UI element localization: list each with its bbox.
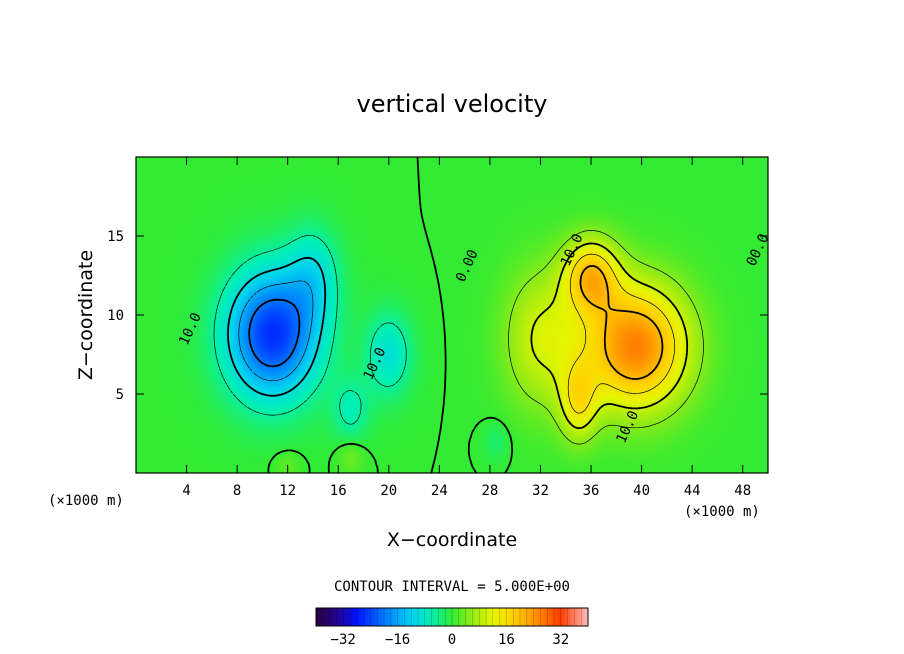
x-tick-label: 28: [481, 483, 498, 499]
colorbar: −32 −16 0 16 32: [315, 607, 589, 648]
x-tick-label: 20: [380, 483, 397, 499]
y-tick-label: 15: [107, 229, 124, 245]
colorbar-gradient: [315, 607, 589, 627]
contour-interval-label: CONTOUR INTERVAL = 5.000E+00: [334, 579, 570, 595]
colorbar-ticks: −32 −16 0 16 32: [331, 632, 570, 648]
colorbar-tick-label: −16: [385, 632, 410, 648]
chart-title: vertical velocity: [357, 90, 548, 118]
contour-line: [567, 253, 676, 414]
colorbar-stripes: [322, 608, 582, 626]
x-tick-label: 12: [279, 483, 296, 499]
x-unit-right: (×1000 m): [684, 504, 760, 520]
colorbar-tick-label: −32: [331, 632, 356, 648]
x-tick-label: 32: [532, 483, 549, 499]
x-tick-label: 24: [431, 483, 448, 499]
contour-lines: [213, 156, 704, 474]
x-tick-label: 44: [684, 483, 701, 499]
x-tick-label: 48: [734, 483, 751, 499]
contour-line: [267, 156, 513, 474]
x-tick-label: 36: [583, 483, 600, 499]
x-unit-left: (×1000 m): [48, 493, 124, 509]
contour-line: [530, 242, 689, 430]
y-axis: 5 10 15: [107, 229, 768, 403]
x-tick-label: 16: [330, 483, 347, 499]
x-axis: 4 8 12 16 20 24 28 32 36 40 44 48: [182, 157, 751, 499]
contour-line: [508, 230, 704, 445]
x-tick-label: 40: [633, 483, 650, 499]
y-tick-label: 5: [116, 387, 124, 403]
contour-line: [213, 234, 407, 425]
colorbar-tick-label: 0: [448, 632, 456, 648]
x-tick-label: 4: [182, 483, 190, 499]
y-axis-label: Z−coordinate: [75, 250, 97, 380]
colorbar-tick-label: 16: [498, 632, 515, 648]
contour-line: [579, 265, 664, 380]
x-axis-label: X−coordinate: [387, 529, 517, 551]
contour-line: [248, 298, 301, 368]
colorbar-tick-label: 32: [552, 632, 569, 648]
x-tick-label: 8: [233, 483, 241, 499]
contour-line: [227, 256, 327, 397]
plot-area: 10.010.00.00 10.010.000.0: [135, 156, 772, 474]
y-tick-label: 10: [107, 308, 124, 324]
contour-line: [238, 280, 314, 382]
